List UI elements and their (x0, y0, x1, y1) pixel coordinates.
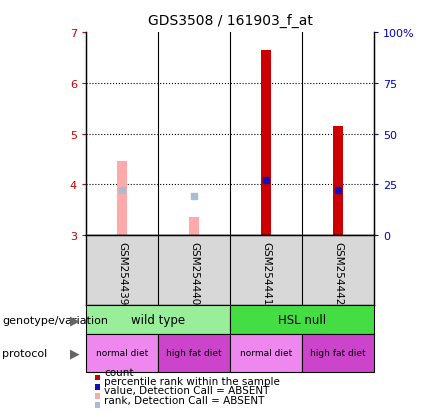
Bar (333, 127, 344, 235)
Bar (230, 306, 374, 335)
Text: genotype/variation: genotype/variation (2, 315, 108, 325)
Title: GDS3508 / 161903_f_at: GDS3508 / 161903_f_at (147, 14, 313, 28)
Bar (261, 51, 271, 235)
Bar (117, 162, 127, 235)
Text: GSM254441: GSM254441 (261, 241, 271, 304)
Text: protocol: protocol (2, 348, 47, 358)
Text: normal diet: normal diet (96, 349, 148, 358)
Text: GSM254440: GSM254440 (189, 241, 199, 304)
Text: rank, Detection Call = ABSENT: rank, Detection Call = ABSENT (104, 395, 265, 405)
Text: HSL null: HSL null (278, 313, 326, 327)
Text: count: count (104, 368, 134, 377)
Text: high fat diet: high fat diet (166, 349, 222, 358)
Text: wild type: wild type (131, 313, 185, 327)
Bar (230, 335, 302, 372)
Bar (86, 335, 158, 372)
Text: ▶: ▶ (71, 347, 80, 360)
Text: normal diet: normal diet (240, 349, 292, 358)
Text: GSM254442: GSM254442 (333, 241, 343, 304)
Bar (189, 218, 200, 235)
Text: GSM254439: GSM254439 (117, 241, 127, 304)
Bar (86, 306, 230, 335)
Text: ▶: ▶ (71, 313, 80, 327)
Bar (302, 335, 374, 372)
Text: value, Detection Call = ABSENT: value, Detection Call = ABSENT (104, 386, 270, 396)
Bar (158, 335, 230, 372)
Text: percentile rank within the sample: percentile rank within the sample (104, 377, 280, 387)
Text: high fat diet: high fat diet (310, 349, 366, 358)
